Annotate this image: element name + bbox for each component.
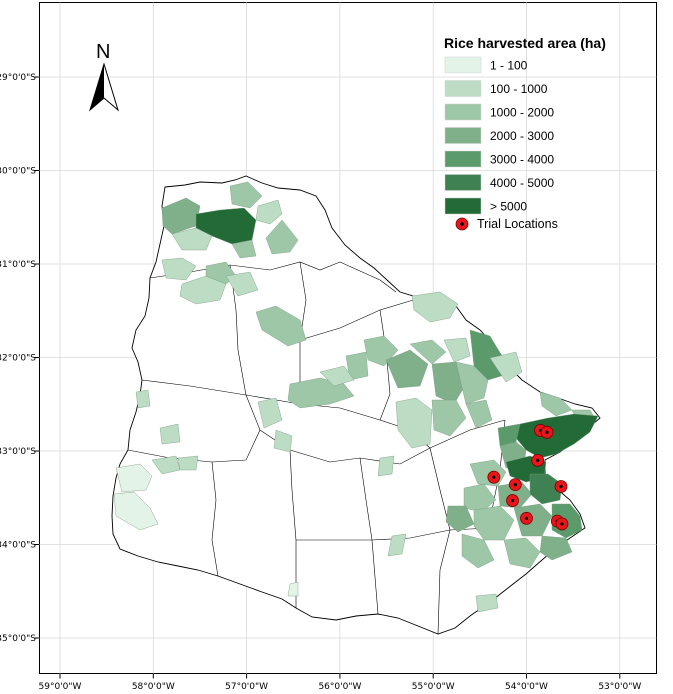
legend-class-label: 3000 - 4000 [490,153,554,167]
lon-tick-label: 54°0'0"W [505,682,548,692]
legend-trial-locations: Trial Locations [455,217,558,231]
lon-tick-label: 55°0'0"W [412,682,455,692]
lat-tick-label: 35°0'0"S [0,634,36,644]
trial-location-center [545,430,549,434]
lat-tick-label: 30°0'0"S [0,167,36,177]
tick-marks [34,76,621,679]
legend-swatch [444,80,482,97]
north-arrow: N [89,41,119,112]
lon-tick-label: 59°0'0"W [39,682,82,692]
lat-tick-label: 34°0'0"S [0,541,36,551]
lon-tick-label: 57°0'0"W [225,682,268,692]
legend-swatch [444,103,482,121]
lon-tick-label: 53°0'0"W [598,682,641,692]
legend-swatch [444,197,482,215]
longitude-labels: 59°0'0"W 58°0'0"W 57°0'0"W 56°0'0"W 55°0'0"W… [39,682,642,692]
legend-class-label: 4000 - 5000 [490,176,554,190]
lat-tick-label: 33°0'0"S [0,447,36,457]
legend-swatch [444,150,482,168]
lat-tick-label: 32°0'0"S [0,354,36,364]
legend-class-label: 1 - 100 [490,59,528,73]
north-arrow-label: N [96,41,110,63]
lon-tick-label: 58°0'0"W [132,682,175,692]
trial-location-center [559,484,563,489]
legend: Rice harvested area (ha) 1 - 100 100 - 10… [444,35,606,231]
legend-swatch [444,127,482,144]
trial-location-center [510,498,515,503]
legend-classes: 1 - 100 100 - 1000 1000 - 2000 2000 - 3000 3… [444,56,554,215]
trial-location-center [560,522,564,526]
lon-tick-label: 56°0'0"W [318,682,361,692]
trial-location-center [536,458,540,462]
legend-class-label: > 5000 [490,200,527,214]
trial-locations [487,424,569,531]
legend-class-label: 100 - 1000 [490,82,548,96]
legend-swatch [444,174,482,191]
trial-location-center [513,483,517,487]
legend-class-label: 1000 - 2000 [490,106,554,120]
legend-swatch [444,56,482,74]
legend-class-label: 2000 - 3000 [490,129,554,143]
lat-tick-label: 31°0'0"S [0,260,36,270]
legend-title: Rice harvested area (ha) [444,35,606,51]
latitude-labels: 29°0'0"S 30°0'0"S 31°0'0"S 32°0'0"S 33°0'0"S… [0,73,36,644]
trial-location-center [524,516,529,520]
legend-trial-label: Trial Locations [477,217,558,231]
trial-location-center [492,475,496,479]
lat-tick-label: 29°0'0"S [0,73,36,83]
